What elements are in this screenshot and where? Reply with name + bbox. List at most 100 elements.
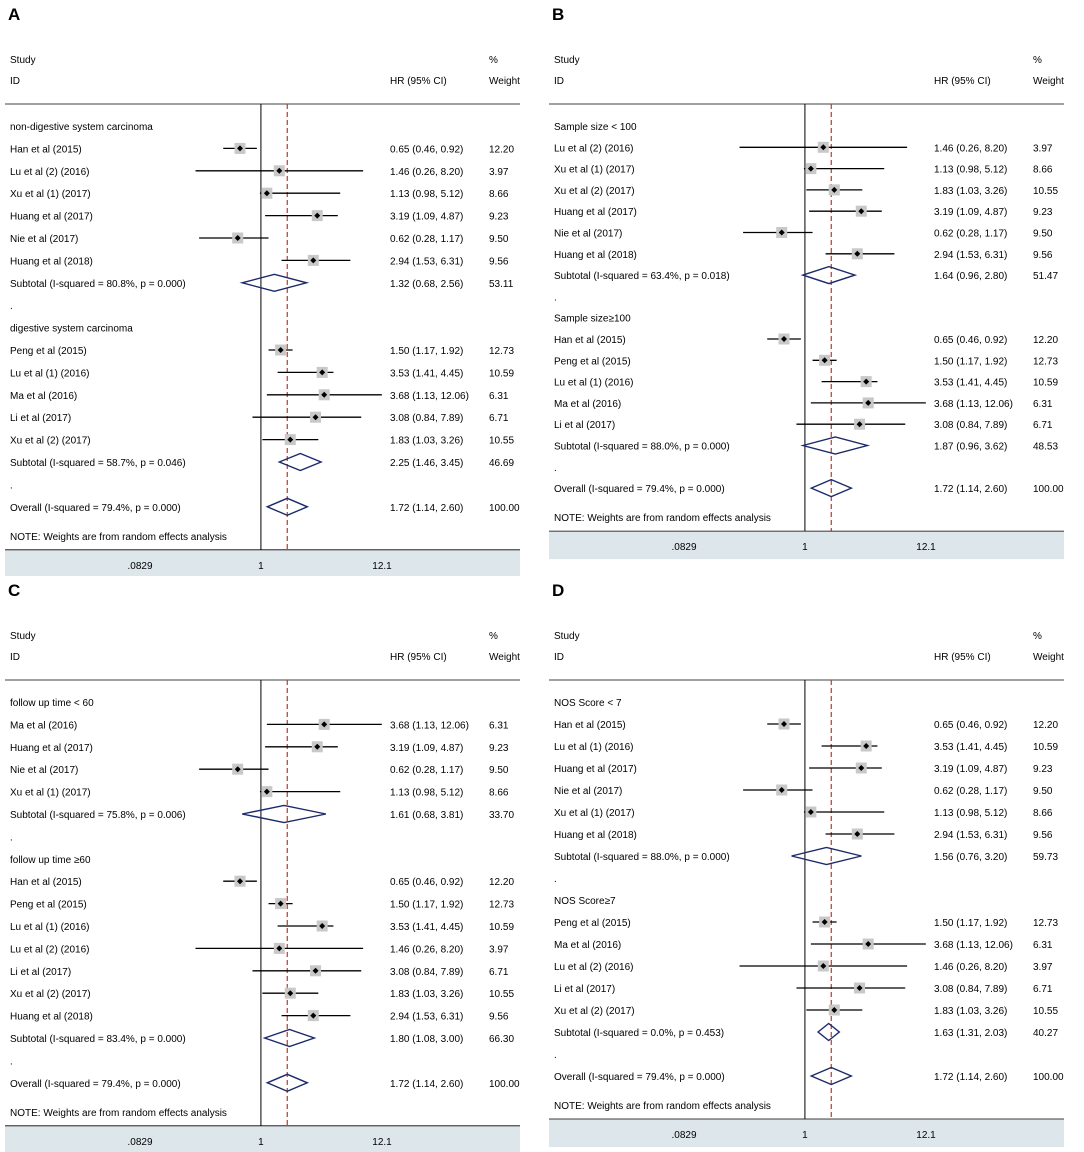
point-estimate [319,369,326,376]
study-weight: 3.97 [1033,143,1053,154]
study-label: Lu et al (1) (2016) [10,922,90,933]
study-weight: 9.50 [1033,229,1053,240]
point-estimate [858,208,865,215]
axis-band [549,1119,1064,1147]
overall-diamond [809,1066,854,1086]
subtotal-label: Subtotal (I-squared = 63.4%, p = 0.018) [554,271,730,282]
pooled-weight: 100.00 [1033,484,1064,495]
forest-plot-b: B Study% ID HR (95% CI) Weight Sample size < … [544,0,1084,576]
overall-label: Overall (I-squared = 79.4%, p = 0.000) [554,1072,725,1083]
study-label: Nie et al (2017) [10,234,78,245]
header-percent: % [489,631,498,642]
subgroup-label: NOS Score≥7 [554,896,616,907]
forest-plot-a: A Study% ID HR (95% CI) Weight non-digestive … [0,0,540,576]
pooled-weight: 51.47 [1033,271,1058,282]
study-weight: 10.55 [489,989,514,1000]
header-id: ID [10,76,20,87]
study-ci: 1.46 (0.26, 8.20) [390,167,463,178]
point-estimate [234,235,241,241]
panel-letter: A [8,5,20,24]
pooled-weight: 53.11 [489,279,514,290]
study-weight: 9.56 [489,1012,509,1023]
spacer-dot: . [554,463,557,474]
header-hr: HR (95% CI) [390,76,447,87]
study-ci: 3.08 (0.84, 7.89) [390,967,463,978]
subgroup-label: Sample size≥100 [554,314,631,325]
study-label: Huang et al (2017) [10,212,93,223]
spacer-dot: . [554,292,557,303]
point-estimate [310,257,317,264]
study-ci: 0.65 (0.46, 0.92) [934,720,1007,731]
axis-tick-label: 12.1 [916,542,936,553]
axis-tick-label: 1 [802,542,808,553]
study-weight: 6.31 [1033,940,1053,951]
point-estimate [781,336,788,342]
study-ci: 1.83 (1.03, 3.26) [390,436,463,447]
point-estimate [831,1007,838,1013]
study-ci: 3.19 (1.09, 4.87) [934,764,1007,775]
subtotal-diamond [800,265,858,285]
point-estimate [807,165,814,172]
subtotal-label: Subtotal (I-squared = 88.0%, p = 0.000) [554,442,730,453]
subtotal-label: Subtotal (I-squared = 80.8%, p = 0.000) [10,279,186,290]
study-ci: 1.50 (1.17, 1.92) [934,356,1007,367]
study-ci: 0.65 (0.46, 0.92) [390,877,463,888]
study-ci: 3.19 (1.09, 4.87) [390,743,463,754]
study-ci: 1.50 (1.17, 1.92) [934,918,1007,929]
study-label: Nie et al (2017) [554,229,622,240]
point-estimate [287,436,294,443]
study-ci: 0.62 (0.28, 1.17) [934,786,1007,797]
study-ci: 1.46 (0.26, 8.20) [934,143,1007,154]
study-weight: 6.71 [489,967,509,978]
study-ci: 3.68 (1.13, 12.06) [390,391,469,402]
forest-svg-a: A Study % ID HR (95% CI) Weight non-digestive … [5,5,520,576]
pooled-ci: 1.56 (0.76, 3.20) [934,852,1007,863]
study-label: Huang et al (2018) [554,830,637,841]
pooled-weight: 59.73 [1033,852,1058,863]
point-estimate [831,186,838,193]
study-label: Xu et al (2) (2017) [10,436,91,447]
point-estimate [310,1012,317,1019]
study-weight: 6.71 [1033,420,1053,431]
subtotal-label: Subtotal (I-squared = 58.7%, p = 0.046) [10,458,186,469]
pooled-ci: 1.63 (1.31, 2.03) [934,1028,1007,1039]
study-label: Lu et al (2) (2016) [10,167,90,178]
study-ci: 1.13 (0.98, 5.12) [934,165,1007,176]
header-percent: % [1033,631,1042,642]
forest-svg-d: D Study % ID HR (95% CI) Weight NOS Score < 7 H… [549,581,1064,1147]
study-label: Lu et al (2) (2016) [554,962,634,973]
study-weight: 8.66 [489,788,509,799]
study-weight: 9.50 [1033,786,1053,797]
subtotal-label: Subtotal (I-squared = 75.8%, p = 0.006) [10,810,186,821]
pooled-ci: 1.64 (0.96, 2.80) [934,271,1007,282]
study-weight: 12.73 [1033,918,1058,929]
study-weight: 12.73 [1033,356,1058,367]
study-label: Han et al (2015) [554,335,626,346]
point-estimate [277,900,284,907]
axis-tick-label: 1 [802,1130,808,1141]
study-ci: 1.50 (1.17, 1.92) [390,346,463,357]
study-ci: 2.94 (1.53, 6.31) [390,1012,463,1023]
study-label: Xu et al (1) (2017) [10,189,91,200]
point-estimate [234,766,241,773]
overall-label: Overall (I-squared = 79.4%, p = 0.000) [10,1079,181,1090]
study-weight: 10.59 [1033,378,1058,389]
study-label: Ma et al (2016) [554,399,621,410]
pooled-weight: 100.00 [1033,1072,1064,1083]
study-ci: 3.19 (1.09, 4.87) [934,207,1007,218]
point-estimate [312,414,319,421]
subgroup-label: NOS Score < 7 [554,698,622,709]
pooled-ci: 1.87 (0.96, 3.62) [934,442,1007,453]
note-text: NOTE: Weights are from random effects an… [554,1101,771,1112]
header-weight: Weight [1033,652,1064,663]
header-weight: Weight [489,652,520,663]
axis-tick-label: 12.1 [372,561,392,572]
study-label: Li et al (2017) [554,420,615,431]
study-weight: 6.71 [1033,984,1053,995]
point-estimate [865,941,872,947]
point-estimate [807,809,814,815]
study-label: Xu et al (2) (2017) [554,1006,635,1017]
point-estimate [276,945,283,952]
overall-diamond [265,497,310,517]
spacer-dot: . [10,832,13,843]
